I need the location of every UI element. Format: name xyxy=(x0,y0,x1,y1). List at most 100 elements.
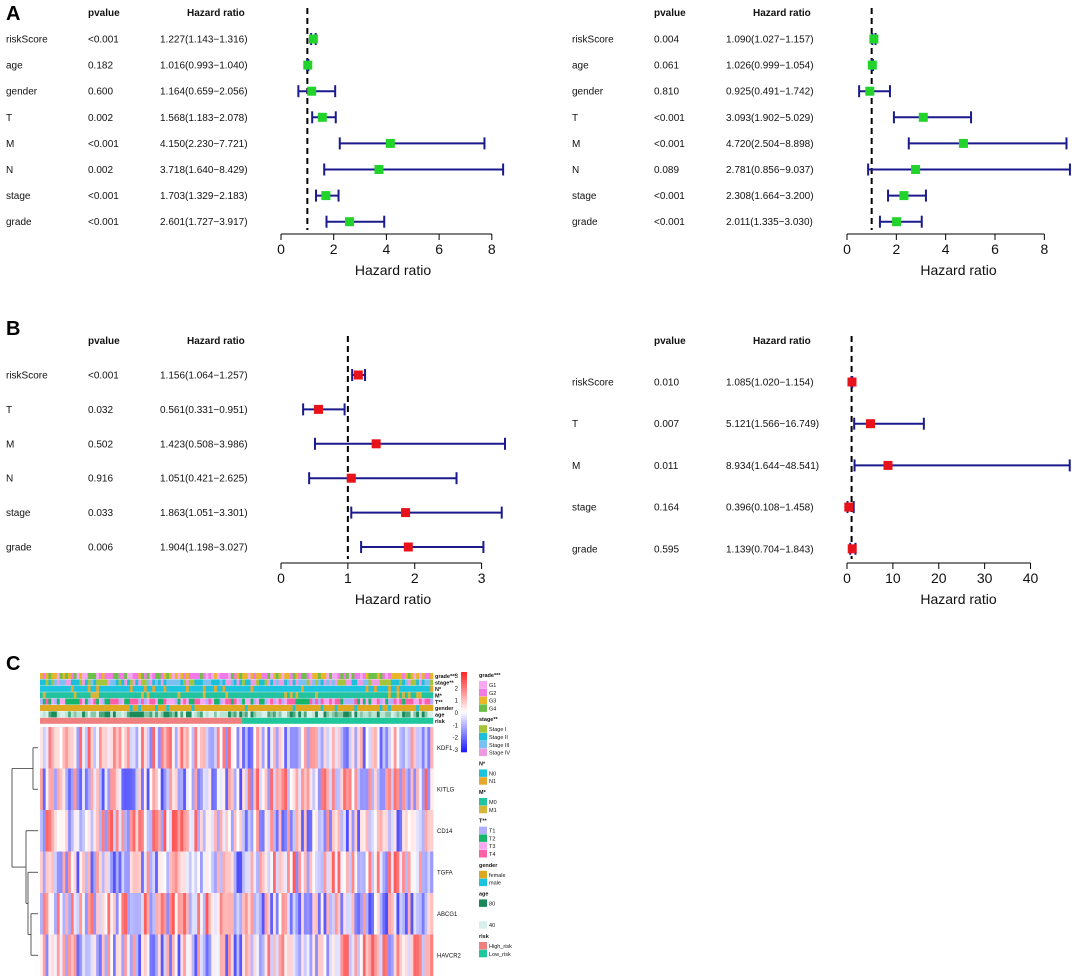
annotation-cell xyxy=(163,679,167,686)
annotation-cell xyxy=(107,673,111,679)
row-hazard-ratio: 4.720(2.504−8.898) xyxy=(726,139,814,150)
annotation-cell xyxy=(404,698,409,705)
annotation-cell xyxy=(239,692,243,699)
heatmap-cell xyxy=(303,727,307,769)
annotation-cell xyxy=(211,717,215,724)
row-label: M xyxy=(6,439,14,450)
annotation-cell xyxy=(379,717,383,724)
heatmap-cell xyxy=(365,934,369,976)
annotation-cell xyxy=(270,692,274,699)
heatmap-cell xyxy=(303,768,307,810)
heatmap-cell xyxy=(424,851,428,893)
heatmap-cell xyxy=(253,934,257,976)
heatmap-cell xyxy=(264,893,268,935)
hazard-ratio-point xyxy=(353,370,363,380)
annotation-cell xyxy=(146,698,150,705)
heatmap-cell xyxy=(200,893,204,935)
heatmap-cell xyxy=(303,893,307,935)
annotation-cell xyxy=(281,698,285,705)
annotation-cell xyxy=(104,698,108,705)
heatmap-cell xyxy=(424,810,428,852)
annotation-cell xyxy=(129,711,133,718)
annotation-cell xyxy=(118,673,122,679)
heatmap-cell xyxy=(56,893,60,935)
heatmap-cell xyxy=(306,727,310,769)
heatmap-cell xyxy=(90,727,94,769)
heatmap-cell xyxy=(146,893,150,935)
annotation-cell xyxy=(312,711,316,718)
heatmap-cell xyxy=(219,893,223,935)
heatmap-cell xyxy=(402,934,406,976)
annotation-cell xyxy=(317,679,322,686)
heatmap-cell xyxy=(101,934,105,976)
annotation-cell xyxy=(205,692,209,699)
heatmap-cell xyxy=(354,893,358,935)
heatmap-cell xyxy=(270,934,274,976)
annotation-cell xyxy=(365,717,369,724)
annotation-cell xyxy=(410,673,414,679)
heatmap-cell xyxy=(264,768,268,810)
annotation-cell xyxy=(65,685,69,692)
annotation-cell xyxy=(295,705,299,711)
annotation-cell xyxy=(194,711,198,718)
annotation-cell xyxy=(362,717,366,724)
annotation-cell xyxy=(152,685,156,692)
heatmap-cell xyxy=(143,851,147,893)
annotation-cell xyxy=(185,692,190,699)
color-scale-step xyxy=(461,696,467,699)
heatmap-cell xyxy=(211,934,215,976)
heatmap-cell xyxy=(205,893,209,935)
heatmap-cell xyxy=(141,810,145,852)
heatmap-cell xyxy=(115,727,119,769)
heatmap-cell xyxy=(163,810,167,852)
annotation-cell xyxy=(169,692,173,699)
annotation-cell xyxy=(45,717,49,724)
heatmap-cell xyxy=(132,934,136,976)
heatmap-cell xyxy=(306,851,310,893)
heatmap-cell xyxy=(410,893,414,935)
annotation-cell xyxy=(157,705,162,711)
heatmap-cell xyxy=(98,768,103,810)
heatmap-cell xyxy=(236,934,240,976)
annotation-cell xyxy=(354,698,358,705)
heatmap-cell xyxy=(331,727,336,769)
annotation-cell xyxy=(368,711,372,718)
annotation-cell xyxy=(45,698,49,705)
heatmap-cell xyxy=(42,934,46,976)
heatmap-cell xyxy=(171,851,176,893)
heatmap-cell xyxy=(98,810,103,852)
pvalue-header: pvalue xyxy=(654,336,686,347)
heatmap-cell xyxy=(239,851,243,893)
annotation-cell xyxy=(272,692,277,699)
heatmap-cell xyxy=(79,727,83,769)
annotation-cell xyxy=(289,698,293,705)
color-scale-step xyxy=(461,706,467,709)
annotation-cell xyxy=(138,692,142,699)
heatmap-cell xyxy=(62,851,66,893)
annotation-cell xyxy=(357,711,361,718)
annotation-cell xyxy=(247,685,251,692)
heatmap-cell xyxy=(118,727,122,769)
annotation-cell xyxy=(233,692,237,699)
heatmap-cell xyxy=(292,768,296,810)
annotation-cell xyxy=(56,679,60,686)
heatmap-cell xyxy=(200,768,204,810)
annotation-cell xyxy=(376,692,380,699)
annotation-cell xyxy=(68,692,72,699)
annotation-cell xyxy=(270,685,274,692)
annotation-cell xyxy=(239,673,243,679)
heatmap-cell xyxy=(331,851,336,893)
legend-item-label: G4 xyxy=(489,706,496,712)
annotation-cell xyxy=(320,673,324,679)
legend-swatch xyxy=(479,696,487,705)
heatmap-cell xyxy=(376,893,380,935)
annotation-cell xyxy=(284,685,288,692)
row-pvalue: <0.001 xyxy=(654,191,685,202)
heatmap-cell xyxy=(230,768,234,810)
annotation-cell xyxy=(211,679,215,686)
annotation-cell xyxy=(42,698,46,705)
annotation-cell xyxy=(155,705,159,711)
heatmap-cell xyxy=(382,768,386,810)
heatmap-cell xyxy=(225,934,229,976)
annotation-cell xyxy=(337,673,341,679)
